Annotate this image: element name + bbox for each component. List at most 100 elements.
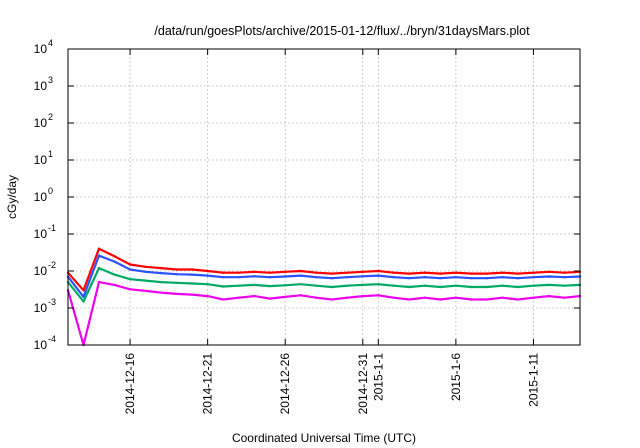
- data-point: [299, 274, 302, 277]
- series-line: [67, 267, 581, 303]
- y-tick-exponent: 0: [48, 186, 53, 196]
- data-point: [501, 271, 504, 274]
- data-point: [547, 275, 551, 278]
- y-tick-label: 10: [34, 190, 48, 204]
- data-point: [516, 298, 520, 301]
- data-point: [346, 276, 349, 279]
- data-point: [237, 276, 240, 279]
- data-point: [377, 283, 380, 286]
- data-point: [470, 272, 473, 275]
- data-point: [253, 275, 256, 278]
- y-tick-label: 10: [34, 42, 48, 56]
- data-point: [377, 274, 380, 277]
- data-point: [485, 277, 489, 280]
- data-point: [284, 295, 287, 299]
- y-tick-label: 10: [34, 264, 48, 278]
- x-tick-label: 2015-1-11: [526, 353, 540, 407]
- data-point: [563, 276, 566, 279]
- data-point: [128, 263, 132, 266]
- data-point: [439, 272, 442, 275]
- data-point: [547, 283, 551, 287]
- y-tick-exponent: -3: [48, 297, 56, 307]
- data-point: [470, 277, 473, 280]
- data-point: [206, 269, 209, 273]
- data-point: [113, 273, 116, 276]
- data-point: [330, 272, 333, 275]
- y-tick-exponent: -2: [48, 260, 56, 270]
- data-point: [315, 284, 318, 287]
- data-point: [175, 292, 178, 296]
- data-point: [97, 266, 101, 270]
- data-point: [237, 284, 240, 287]
- data-point: [284, 270, 287, 273]
- data-point: [222, 271, 225, 274]
- data-point: [346, 271, 349, 274]
- x-tick-label: 2014-12-21: [201, 353, 215, 415]
- y-tick-exponent: -4: [48, 334, 56, 344]
- data-point: [159, 291, 163, 294]
- data-point: [113, 260, 116, 263]
- data-point: [253, 283, 256, 287]
- data-point: [532, 271, 535, 274]
- x-tick-label: 2015-1-1: [371, 353, 385, 401]
- data-point: [547, 294, 551, 298]
- data-point: [190, 293, 194, 296]
- y-axis-label: cGy/day: [5, 175, 19, 219]
- data-point: [175, 273, 178, 276]
- data-point: [547, 270, 551, 273]
- data-point: [454, 296, 458, 299]
- data-point: [253, 294, 256, 298]
- data-point: [532, 276, 535, 279]
- data-point: [299, 294, 302, 297]
- data-point: [377, 294, 380, 297]
- data-point: [485, 298, 489, 301]
- data-point: [284, 275, 287, 278]
- data-point: [128, 278, 132, 281]
- data-point: [284, 284, 287, 287]
- data-point: [222, 298, 225, 301]
- data-point: [175, 268, 178, 271]
- data-point: [470, 298, 473, 301]
- data-point: [485, 272, 489, 275]
- data-point: [516, 285, 520, 289]
- data-point: [501, 284, 504, 287]
- data-point: [501, 276, 504, 279]
- data-point: [532, 296, 535, 299]
- y-tick-label: 10: [34, 116, 48, 130]
- data-point: [113, 255, 116, 258]
- y-tick-exponent: 3: [48, 75, 53, 85]
- grid: [68, 49, 580, 345]
- data-point: [439, 298, 442, 301]
- data-point: [268, 276, 271, 279]
- data-point: [97, 247, 101, 250]
- y-tick-exponent: 1: [48, 149, 53, 159]
- data-point: [346, 296, 349, 299]
- data-point: [439, 285, 442, 289]
- data-point: [454, 284, 458, 287]
- data-point: [175, 281, 178, 284]
- data-point: [299, 269, 302, 273]
- y-tick-label: 10: [34, 338, 48, 352]
- y-tick-label: 10: [34, 227, 48, 241]
- data-point: [501, 296, 504, 299]
- data-point: [315, 271, 318, 274]
- data-point: [222, 276, 225, 279]
- data-point: [563, 271, 566, 274]
- x-axis-label: Coordinated Universal Time (UTC): [232, 431, 416, 445]
- data-point: [408, 277, 411, 280]
- x-tick-label: 2015-1-6: [449, 353, 463, 401]
- data-point: [190, 273, 194, 276]
- x-tick-label: 2014-12-16: [123, 353, 137, 415]
- data-point: [222, 285, 225, 288]
- data-point: [237, 296, 240, 299]
- data-point: [532, 284, 535, 287]
- data-point: [392, 276, 395, 279]
- data-point: [408, 272, 411, 275]
- data-point: [190, 282, 194, 285]
- data-point: [97, 280, 101, 284]
- data-point: [439, 277, 442, 280]
- data-point: [253, 270, 256, 273]
- data-point: [423, 284, 426, 287]
- data-point: [159, 266, 163, 270]
